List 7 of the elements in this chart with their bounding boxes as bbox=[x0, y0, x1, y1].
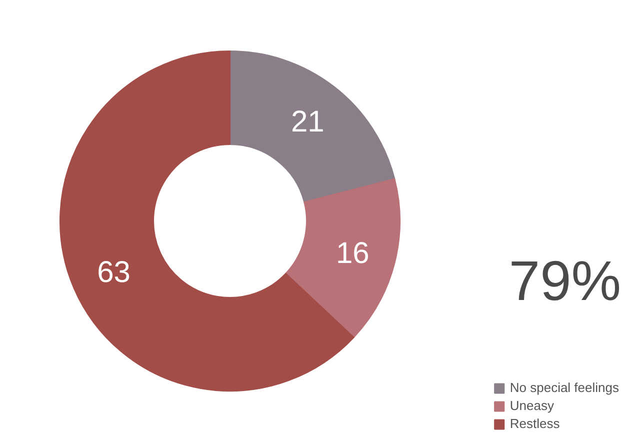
data-label: 16 bbox=[336, 237, 370, 270]
legend-label: No special feelings bbox=[510, 380, 619, 395]
legend-label: Uneasy bbox=[510, 398, 554, 413]
legend-label: Restless bbox=[510, 416, 560, 431]
text: 79% bbox=[508, 249, 622, 312]
data-label: 63 bbox=[97, 256, 130, 289]
data-label: 21 bbox=[290, 105, 324, 138]
